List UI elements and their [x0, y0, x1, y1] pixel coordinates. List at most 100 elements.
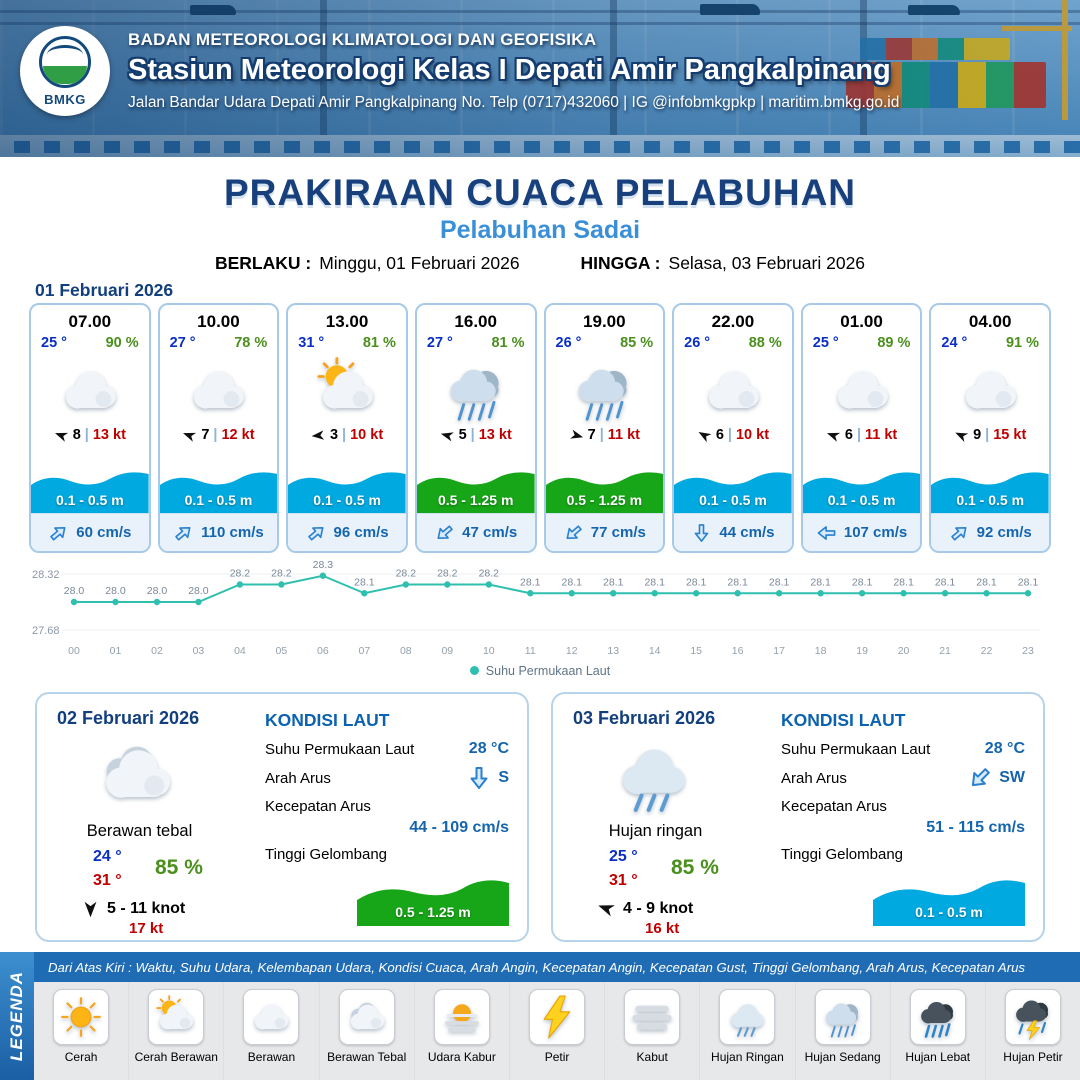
svg-text:28.1: 28.1: [893, 576, 914, 588]
weather-condition: Hujan ringan: [608, 822, 703, 840]
current-row: 92 cm/s: [931, 513, 1049, 551]
current-direction-icon: [963, 761, 997, 795]
wind-row: 4 - 9 knot: [597, 899, 693, 918]
air-temp: 27 °: [169, 335, 196, 351]
wave-shape: [674, 472, 792, 514]
wind-direction-icon: [310, 427, 326, 443]
svg-text:28.1: 28.1: [562, 576, 583, 588]
temp-humidity-row: 27 ° 81 %: [417, 332, 535, 351]
divider: |: [599, 427, 604, 443]
forecast-card: 10.00 27 ° 78 % 7 | 12 kt 0.1 - 0.5 m 11…: [157, 303, 280, 553]
svg-text:28.0: 28.0: [105, 585, 126, 597]
air-temp: 31 °: [298, 335, 325, 351]
current-direction: S: [498, 769, 509, 786]
wind-gust: 13 kt: [478, 427, 512, 443]
sea-conditions-title: KONDISI LAUT: [781, 710, 906, 730]
current-direction-icon: [431, 519, 459, 546]
weather-icon: [695, 354, 771, 426]
divider: |: [727, 427, 732, 443]
forecast-card: 16.00 27 ° 81 % 5 | 13 kt 0.5 - 1.25 m 4…: [414, 303, 537, 553]
wave-shape: [873, 880, 1025, 926]
station-name: Stasiun Meteorologi Kelas I Depati Amir …: [128, 54, 891, 86]
valid-until-value: Selasa, 03 Februari 2026: [668, 253, 866, 273]
current-row: 44 cm/s: [674, 513, 792, 551]
humidity: 85 %: [671, 856, 719, 879]
divider: |: [84, 427, 89, 443]
air-temp: 24 °: [941, 335, 968, 351]
wave-height-band: 0.5 - 1.25 m: [545, 468, 664, 514]
svg-text:28.1: 28.1: [935, 576, 956, 588]
current-row: 96 cm/s: [288, 513, 406, 551]
wave-height-band: 0.1 - 0.5 m: [931, 468, 1049, 514]
legend-section: Dari Atas Kiri : Waktu, Suhu Udara, Kele…: [0, 952, 1080, 1080]
port-name: Pelabuhan Sadai: [439, 216, 641, 244]
legend-item: Cerah Berawan: [128, 982, 223, 1080]
svg-text:11: 11: [525, 645, 536, 657]
forecast-time: 07.00: [68, 312, 112, 331]
divider: |: [213, 427, 218, 443]
temp-max: 31 °: [609, 872, 638, 889]
svg-text:17: 17: [773, 645, 785, 657]
sst-chart-legend: Suhu Permukaan Laut: [28, 664, 1052, 678]
sst-chart-area: 28.32 27.68 28.0 00 28.0 01 28.0 02 28.0 03 28.2 04…: [28, 556, 1052, 688]
forecast-card: 01.00 25 ° 89 % 6 | 11 kt 0.1 - 0.5 m 10…: [800, 303, 923, 553]
current-direction-icon: [816, 524, 837, 542]
legend-label: Hujan Petir: [1003, 1050, 1063, 1064]
wind-direction-icon: [438, 426, 456, 444]
station-address: Jalan Bandar Udara Depati Amir Pangkalpi…: [128, 94, 900, 111]
svg-text:28.2: 28.2: [396, 568, 417, 580]
svg-text:04: 04: [234, 645, 246, 657]
temp-humidity-row: 26 ° 85 %: [546, 332, 664, 351]
svg-text:00: 00: [68, 645, 80, 657]
valid-from-label: BERLAKU :: [214, 253, 312, 273]
temp-max: 31 °: [93, 872, 122, 889]
legend-item: Hujan Ringan: [699, 982, 794, 1080]
svg-text:02: 02: [151, 645, 163, 657]
wind-gust: 11 kt: [607, 427, 640, 443]
current-direction-label: Arah Arus: [781, 769, 847, 787]
legend-label: Kabut: [636, 1050, 668, 1064]
wind-row: 7 | 11 kt: [569, 427, 640, 443]
svg-text:28.1: 28.1: [354, 576, 375, 588]
wind-gust: 13 kt: [92, 427, 126, 443]
humidity: 85 %: [155, 856, 203, 879]
sea-conditions: KONDISI LAUT Suhu Permukaan Laut 28 °C A…: [265, 710, 509, 926]
svg-text:12: 12: [566, 645, 578, 657]
legend-weather-icon: [624, 989, 681, 1045]
legend-weather-icon: [53, 989, 110, 1045]
daily-summary-row: 02 Februari 2026 Berawan tebal 24 ° 31 °…: [35, 692, 1045, 942]
legend-label: Petir: [544, 1050, 570, 1064]
wind-speed-range: 4 - 9 knot: [623, 899, 694, 917]
weather-icon: [566, 354, 642, 426]
temp-humidity-row: 31 ° 81 %: [288, 332, 406, 351]
summary-card-day2: 02 Februari 2026 Berawan tebal 24 ° 31 °…: [35, 692, 529, 942]
temp-humidity-row: 24 ° 91 %: [931, 332, 1049, 351]
svg-text:27.68: 27.68: [32, 625, 60, 637]
air-temp: 25 °: [812, 335, 839, 351]
wave-height-band: 0.1 - 0.5 m: [288, 468, 406, 514]
wind-speed-range: 5 - 11 knot: [107, 899, 186, 917]
humidity: 85 %: [620, 335, 654, 351]
svg-text:28.1: 28.1: [644, 576, 665, 588]
svg-text:28.1: 28.1: [1018, 576, 1039, 588]
humidity: 81 %: [491, 335, 525, 351]
wave-height: 0.5 - 1.25 m: [395, 904, 471, 920]
bmkg-logo-text: BMKG: [44, 91, 86, 107]
humidity: 90 %: [105, 335, 139, 351]
svg-text:28.0: 28.0: [64, 585, 85, 597]
wind-gust: 17 kt: [129, 920, 164, 937]
svg-text:28.2: 28.2: [271, 568, 292, 580]
svg-text:05: 05: [276, 645, 288, 657]
svg-text:28.0: 28.0: [188, 585, 209, 597]
legend-weather-icon: [814, 989, 871, 1045]
wave-shape: [288, 472, 406, 514]
wind-direction-icon: [180, 425, 199, 444]
valid-until-label: HINGGA :: [580, 253, 661, 273]
wind-direction-icon: [594, 896, 618, 920]
legend-item: Cerah: [34, 982, 128, 1080]
forecast-card: 19.00 26 ° 85 % 7 | 11 kt 0.5 - 1.25 m 7…: [543, 303, 666, 553]
svg-text:28.2: 28.2: [479, 568, 500, 580]
wind-direction-icon: [694, 425, 714, 445]
weather-icon: [438, 354, 514, 426]
wind-direction-icon: [824, 425, 843, 444]
